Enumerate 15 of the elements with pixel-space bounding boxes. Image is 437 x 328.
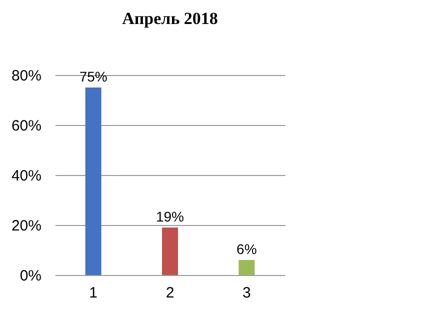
- y-tick-label: 40%: [11, 168, 42, 184]
- bar: [238, 260, 255, 275]
- bar: [162, 228, 178, 275]
- x-tick-label: 1: [89, 284, 98, 302]
- x-tick-label: 2: [166, 284, 174, 302]
- data-label: 75%: [79, 68, 108, 84]
- bar: [85, 88, 102, 275]
- data-label: 19%: [156, 208, 184, 224]
- y-tick-label: 20%: [11, 218, 42, 234]
- y-tick-label: 80%: [11, 68, 42, 84]
- chart-title: Апрель 2018: [122, 9, 218, 28]
- x-tick-label: 3: [242, 284, 251, 302]
- y-tick-label: 60%: [11, 118, 42, 134]
- y-tick-label: 0%: [20, 268, 42, 284]
- data-label: 6%: [236, 241, 257, 257]
